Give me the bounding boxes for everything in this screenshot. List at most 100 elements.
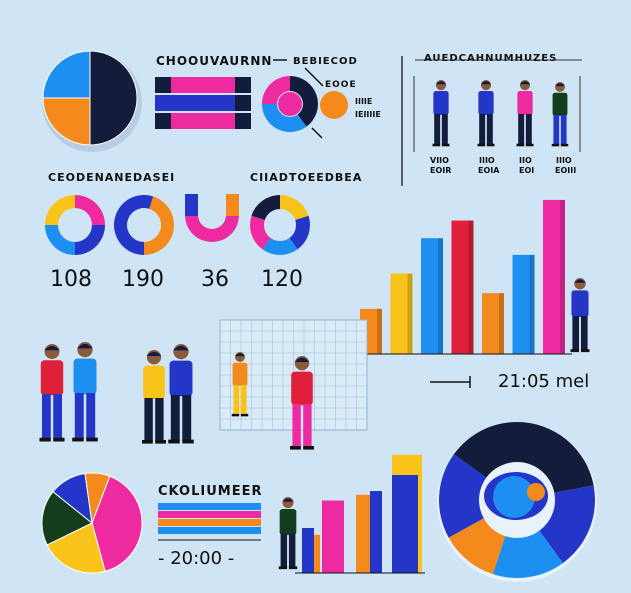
stripe-bar-r2-s4 bbox=[235, 95, 251, 111]
bar-main-shade-4 bbox=[468, 220, 474, 354]
person-mid-3-hair bbox=[146, 351, 162, 356]
big-donut-slice-2 bbox=[539, 485, 595, 564]
stripe-bar-r1-s1 bbox=[155, 77, 171, 93]
person-top-3-torso bbox=[517, 91, 533, 115]
person-bar-chart-torso bbox=[571, 290, 589, 317]
person-mid-2 bbox=[72, 342, 98, 442]
person-top-4-torso bbox=[552, 92, 568, 116]
person-mid-1-leg-right bbox=[53, 394, 62, 439]
person-top-4-shoe-right bbox=[560, 143, 569, 147]
stripe-bar-r3-s3 bbox=[203, 113, 235, 129]
person-top-3-leg-right bbox=[525, 114, 532, 145]
person-mid-6-leg-right bbox=[303, 404, 312, 448]
person-mid-1-shoe-right bbox=[53, 437, 65, 442]
bar-main-7 bbox=[543, 199, 565, 354]
stripe-bar-r3-s2 bbox=[171, 113, 203, 129]
person-mid-2-leg-left bbox=[74, 393, 84, 439]
pie-bottom-slice-3 bbox=[41, 490, 93, 546]
person-top-2-leg-right bbox=[486, 114, 493, 145]
stat-number-4: 120 bbox=[261, 267, 303, 292]
person-mid-4-hair bbox=[173, 345, 189, 351]
person-mid-5-hair bbox=[235, 353, 245, 357]
hbar-1 bbox=[158, 503, 261, 510]
person-bar-chart-shoe-right bbox=[580, 349, 590, 353]
person-top-2-shoe-left bbox=[477, 143, 486, 147]
person-top-4-shoe-left bbox=[551, 143, 560, 147]
pie-bottom-slice-5 bbox=[84, 472, 111, 524]
person-top-1-shoe-left bbox=[432, 143, 441, 147]
donut-row-4-slice-5 bbox=[251, 195, 280, 221]
big-donut-slice-6 bbox=[453, 422, 517, 478]
person-mid-4-leg-left bbox=[170, 395, 180, 441]
bar-main-shade-2 bbox=[407, 273, 413, 354]
person-label-2: IIIO bbox=[479, 156, 495, 165]
orange-dot bbox=[320, 91, 348, 119]
big-donut-slice-1 bbox=[517, 422, 594, 493]
person-label-3: IIO bbox=[519, 156, 532, 165]
person-mid-4 bbox=[168, 344, 194, 444]
bottom-bar-2 bbox=[322, 500, 344, 573]
bar-main-4 bbox=[451, 220, 474, 354]
bar-main-2 bbox=[390, 273, 413, 354]
person-top-1 bbox=[432, 80, 450, 147]
person-mid-2-hair bbox=[77, 343, 93, 349]
person-bar-chart-leg-left bbox=[572, 316, 580, 351]
person-label-4: IIIO bbox=[556, 156, 572, 165]
person-top-4-hair bbox=[555, 83, 565, 87]
u-arc-left-post bbox=[185, 194, 198, 216]
person-top-2-shoe-right bbox=[486, 143, 495, 147]
person-mid-3-torso bbox=[143, 365, 165, 400]
heading-mid-left: CEODENANEDASEI bbox=[48, 171, 176, 184]
person-mid-1 bbox=[39, 344, 65, 442]
person-sublabel-1: EOIR bbox=[430, 166, 452, 175]
person-top-3 bbox=[516, 80, 534, 147]
person-bottom-shoe-right bbox=[288, 566, 298, 570]
pie-1-slice-1 bbox=[89, 50, 138, 146]
person-bottom-torso bbox=[279, 509, 297, 535]
donut-small-slice-3 bbox=[262, 76, 290, 104]
bar-main-5 bbox=[482, 293, 504, 354]
person-bottom-shoe-left bbox=[278, 566, 288, 570]
person-mid-3-shoe-left bbox=[142, 440, 153, 444]
stripe-bar-r1-s4 bbox=[235, 77, 251, 93]
person-mid-3-leg-right bbox=[155, 398, 164, 442]
person-bottom-leg-left bbox=[280, 534, 288, 568]
heading-mid-center: CIIADTOEEDBEA bbox=[250, 171, 363, 184]
u-arc-magenta bbox=[185, 215, 239, 242]
person-mid-6-shoe-left bbox=[290, 446, 301, 450]
donut-row-1-slice-4 bbox=[45, 195, 75, 225]
donut-row-4-slice-2 bbox=[289, 215, 310, 250]
connector-line-3 bbox=[311, 127, 323, 139]
person-mid-6-shoe-right bbox=[303, 446, 314, 450]
time-readout-bottom: - 20:00 - bbox=[158, 548, 235, 569]
person-mid-2-shoe-right bbox=[86, 437, 98, 442]
person-mid-5-leg-left bbox=[233, 385, 240, 415]
person-top-2-leg-left bbox=[479, 114, 486, 145]
stripe-bar-r2-s1 bbox=[155, 95, 171, 111]
tiny-label-b: IEIIIIE bbox=[355, 110, 381, 119]
person-mid-4-torso bbox=[169, 360, 193, 397]
heading-top-right: AUEDCAHNUMHUZES bbox=[424, 53, 558, 64]
person-mid-5-shoe-right bbox=[240, 413, 249, 417]
person-mid-6-hair bbox=[294, 357, 310, 362]
person-mid-1-leg-left bbox=[42, 394, 51, 439]
hbar-4 bbox=[158, 527, 261, 534]
donut-row-4-slice-1 bbox=[280, 195, 309, 221]
heading-top-mid-a: BEBIECOD bbox=[293, 56, 358, 67]
person-mid-4-shoe-right bbox=[182, 439, 194, 444]
pie-bottom-slice-1 bbox=[91, 475, 143, 572]
person-top-1-leg-right bbox=[441, 114, 448, 145]
person-mid-1-hair bbox=[44, 345, 60, 351]
person-label-1: VIIO bbox=[430, 156, 449, 165]
person-mid-1-shoe-left bbox=[39, 437, 51, 442]
donut-small-slice-1 bbox=[290, 76, 318, 127]
u-arc-right-post bbox=[226, 194, 239, 216]
stat-number-3: 36 bbox=[201, 267, 229, 292]
heading-top-mid-b: EOOE bbox=[325, 80, 357, 90]
donut-small-center bbox=[278, 92, 302, 116]
stat-number-2: 190 bbox=[122, 267, 164, 292]
person-top-2-torso bbox=[478, 91, 494, 115]
person-mid-3-shoe-right bbox=[155, 440, 166, 444]
person-top-4-leg-right bbox=[560, 115, 567, 145]
person-mid-4-shoe-left bbox=[168, 439, 180, 444]
